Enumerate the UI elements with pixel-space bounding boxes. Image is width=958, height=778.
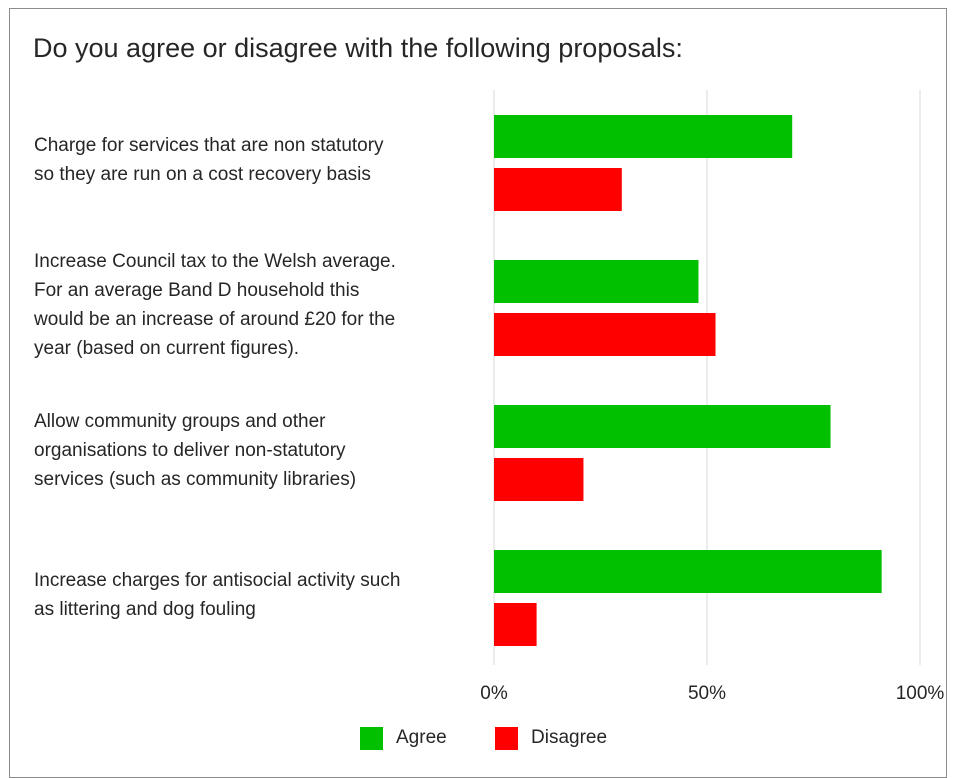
category-label-line: For an average Band D household this [34, 280, 360, 301]
legend-label-disagree: Disagree [531, 727, 608, 748]
category-label-line: Charge for services that are non statuto… [34, 135, 384, 156]
category-label-line: Increase Council tax to the Welsh averag… [34, 251, 396, 272]
category-label-line: as littering and dog fouling [34, 599, 256, 620]
category-label-line: organisations to deliver non-statutory [34, 439, 346, 461]
category-label-line: Allow community groups and other [34, 410, 326, 432]
legend-swatch-disagree [495, 727, 518, 750]
bar-disagree [494, 603, 537, 646]
bar-disagree [494, 313, 716, 356]
category-label-line: Increase charges for antisocial activity… [34, 570, 401, 591]
chart-title: Do you agree or disagree with the follow… [33, 33, 683, 63]
category-label: Increase Council tax to the Welsh averag… [34, 247, 494, 363]
category-label-line: would be an increase of around £20 for t… [34, 309, 396, 330]
bar-disagree [494, 458, 584, 501]
bar-disagree [494, 168, 622, 211]
category-label-line: services (such as community libraries) [34, 468, 357, 490]
x-tick-label: 50% [688, 683, 726, 704]
bar-agree [494, 550, 882, 593]
x-tick-label: 100% [896, 683, 945, 704]
bar-agree [494, 405, 831, 448]
category-label: Allow community groups and other organisa… [34, 407, 494, 494]
category-label-line: so they are run on a cost recovery basis [34, 164, 371, 185]
category-label: Charge for services that are non statuto… [34, 131, 494, 189]
bar-agree [494, 115, 793, 158]
category-label: Increase charges for antisocial activity… [34, 566, 494, 624]
category-label-line: year (based on current figures). [34, 338, 300, 359]
legend-label-agree: Agree [396, 727, 447, 748]
legend-swatch-agree [360, 727, 383, 750]
bar-agree [494, 260, 699, 303]
x-tick-label: 0% [480, 683, 508, 704]
